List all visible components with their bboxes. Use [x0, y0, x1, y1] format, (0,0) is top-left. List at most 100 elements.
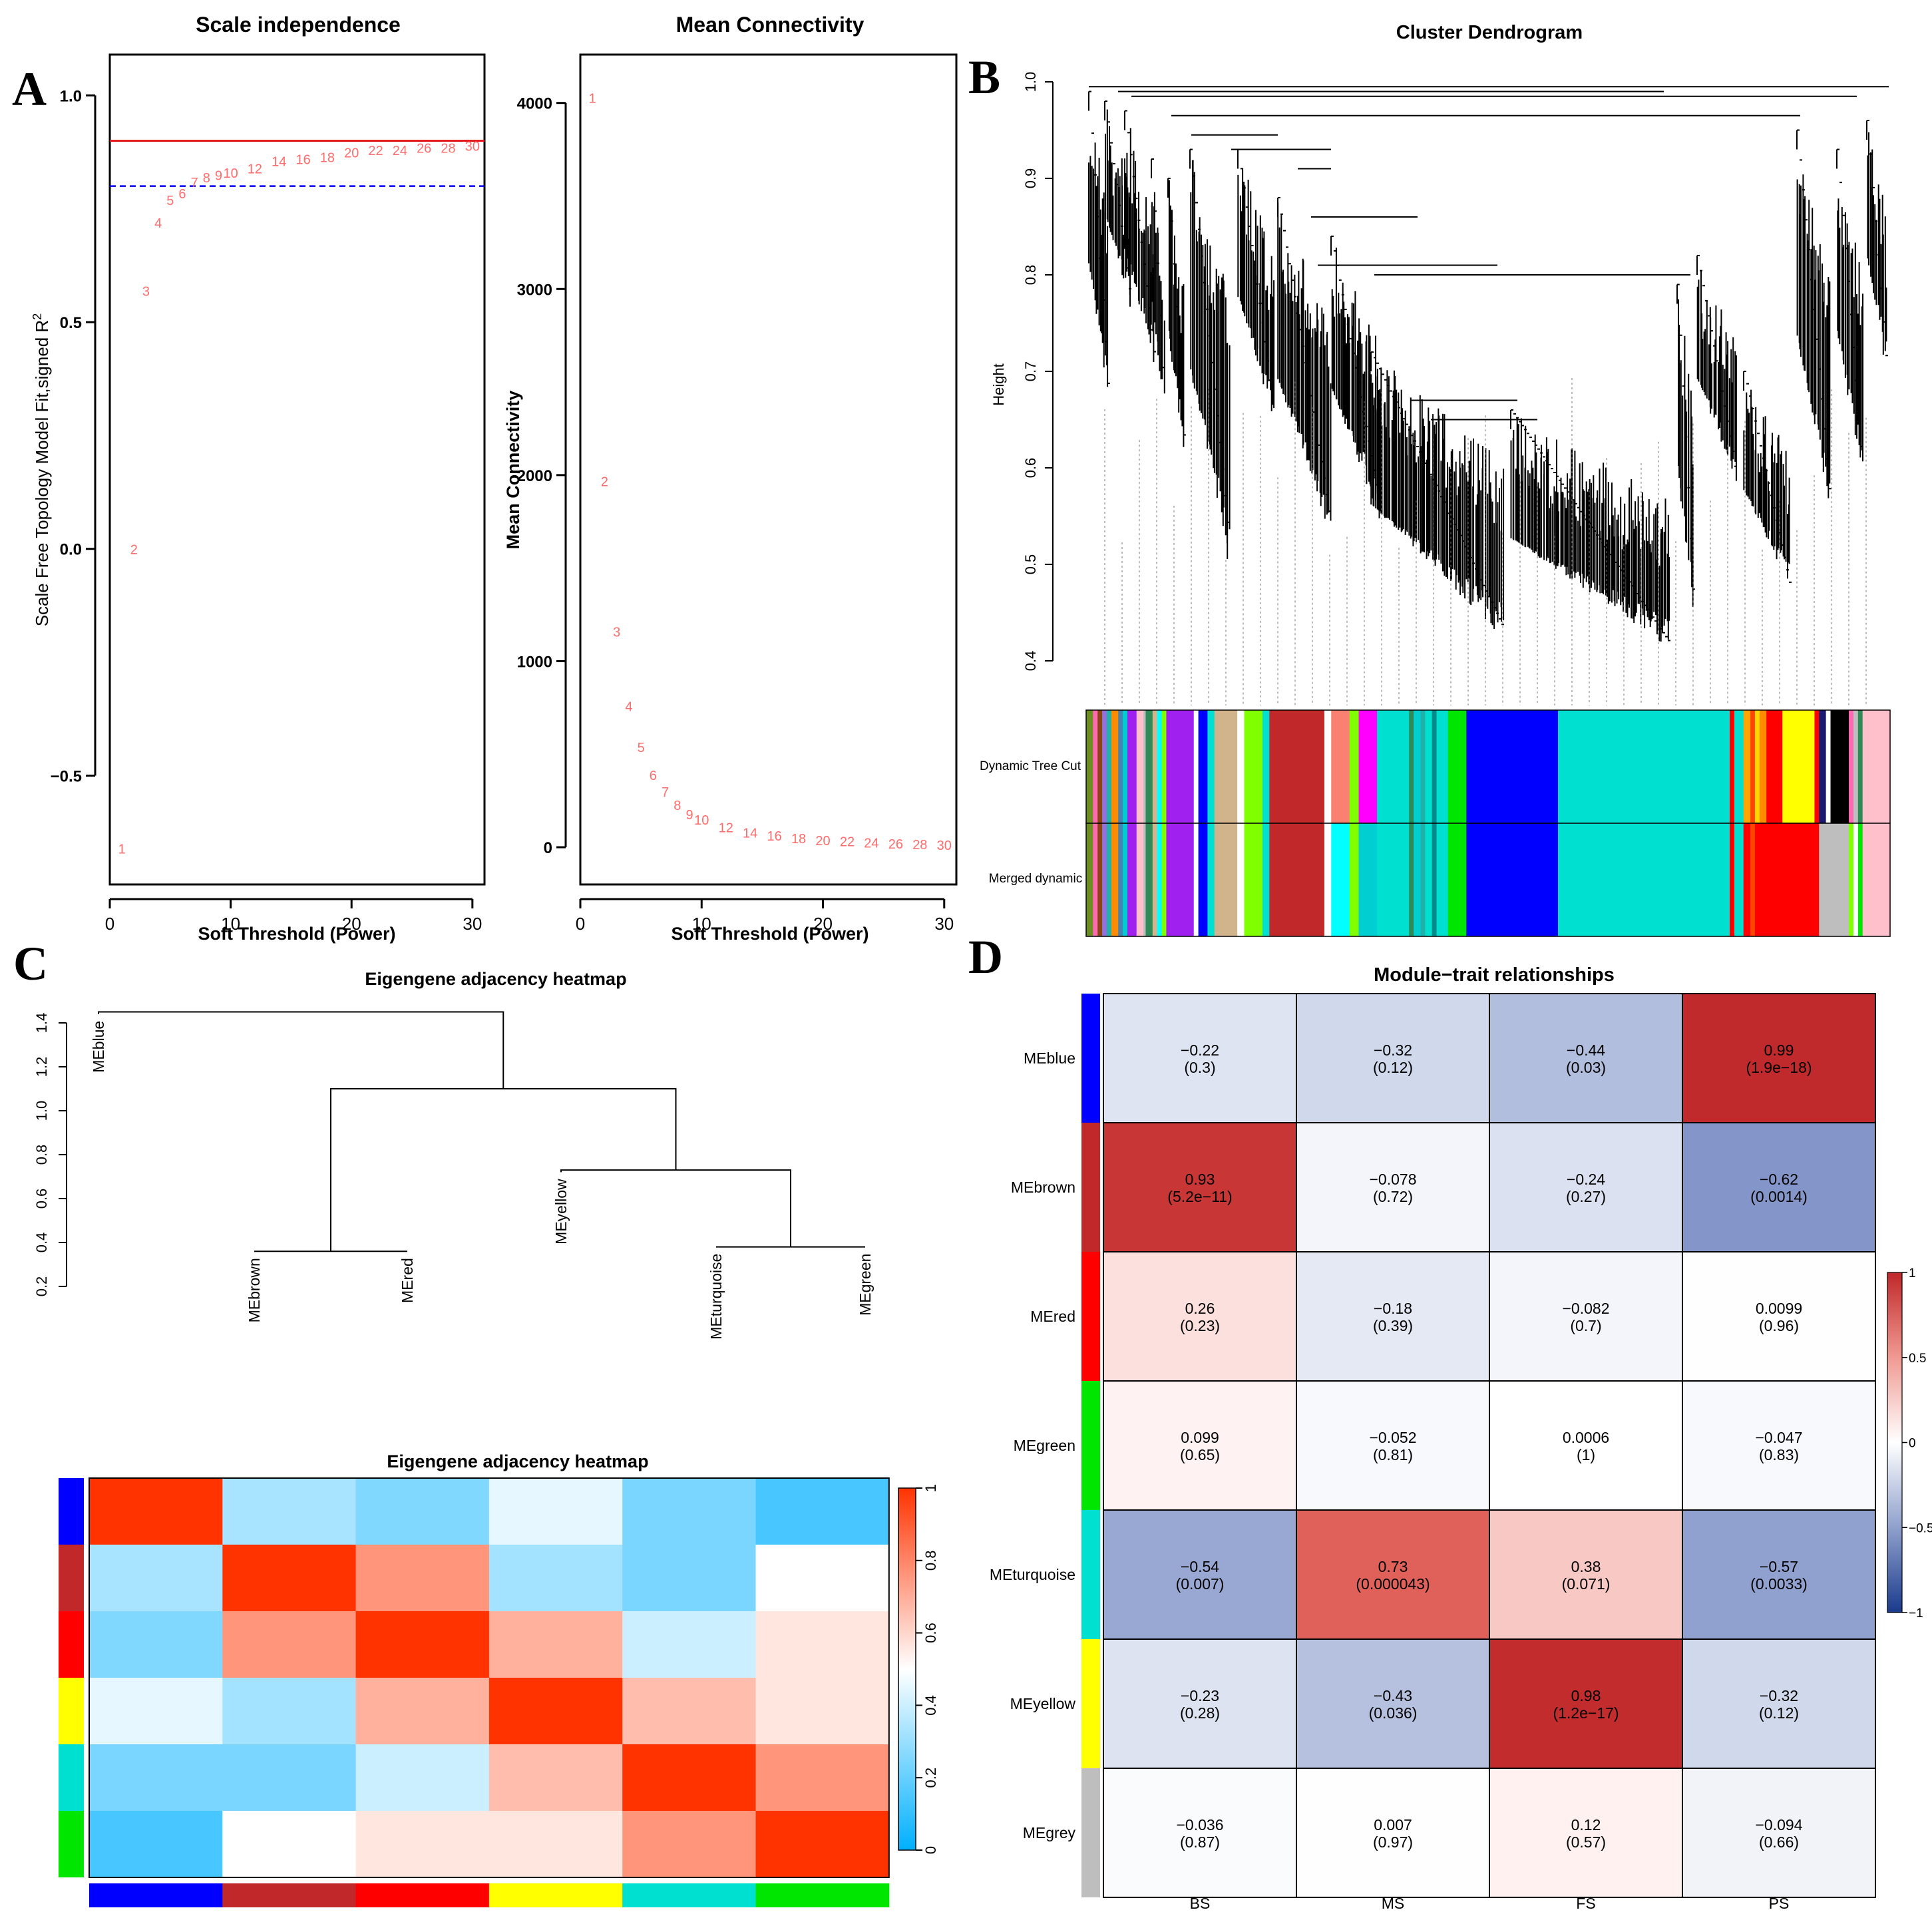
- adjacency-cell-5-6: [755, 1744, 890, 1812]
- point-label-12: 12: [719, 821, 733, 835]
- dynamic-tree-cut-band-segment: [1198, 710, 1209, 823]
- scale-independence-ylabel: Scale Free Topology Model Fit,signed R2: [31, 313, 52, 627]
- colorbar-tick-label: 0.4: [922, 1695, 939, 1716]
- trait-cell-3-2: [1296, 1251, 1490, 1382]
- dendrogram-branch-6: [1190, 148, 1231, 559]
- y-tick-label: 0.4: [33, 1233, 50, 1253]
- trait-pvalue-5-4: (0.0033): [1750, 1575, 1808, 1593]
- trait-value-1-3: −0.44: [1567, 1042, 1605, 1059]
- cluster-dendrogram-chart: Cluster Dendrogram Height 0.40.50.60.70.…: [980, 22, 1891, 937]
- merged-dynamic-band-segment: [1237, 823, 1245, 936]
- row-color-MEturquoise: [1081, 1510, 1100, 1639]
- point-label-3: 3: [613, 626, 620, 640]
- trait-value-2-1: 0.93: [1185, 1171, 1215, 1188]
- merged-dynamic-band-segment: [1324, 823, 1332, 936]
- leaf-label-MEyellow: MEyellow: [552, 1179, 570, 1244]
- trait-pvalue-2-2: (0.72): [1373, 1188, 1413, 1205]
- trait-cell-4-4: [1682, 1380, 1876, 1511]
- adjacency-cell-6-5: [622, 1811, 756, 1878]
- trait-pvalue-3-2: (0.39): [1373, 1317, 1413, 1334]
- trait-value-5-2: 0.73: [1378, 1558, 1408, 1575]
- dynamic-tree-cut-band-segment: [1377, 710, 1410, 823]
- trait-value-3-2: −0.18: [1374, 1300, 1412, 1317]
- y-tick-label: 1.0: [60, 87, 82, 105]
- leaf-label-MEturquoise: MEturquoise: [707, 1254, 725, 1340]
- trait-pvalue-1-1: (0.3): [1184, 1059, 1215, 1076]
- dynamic-tree-cut-band-segment: [1814, 710, 1820, 823]
- adjacency-cell-2-1: [89, 1545, 223, 1612]
- point-label-30: 30: [937, 839, 952, 853]
- trait-cell-5-4: [1682, 1509, 1876, 1640]
- colorbar-tick-label: 0.5: [1909, 1352, 1926, 1366]
- panel-letter-a: A: [12, 63, 47, 116]
- dynamic-tree-cut-label: Dynamic Tree Cut: [980, 759, 1081, 773]
- dynamic-tree-cut-band-segment: [1331, 710, 1350, 823]
- y-tick-label: 0.4: [1022, 651, 1039, 671]
- dynamic-tree-cut-band-segment: [1136, 710, 1144, 823]
- merged-dynamic-band-segment: [1826, 823, 1832, 936]
- y-tick-label: 1.0: [33, 1101, 50, 1121]
- module-side-turquoise: [59, 1744, 84, 1811]
- merged-dynamic-band-segment: [1093, 823, 1098, 936]
- module-side-red: [59, 1611, 84, 1678]
- trait-pvalue-5-3: (0.071): [1562, 1575, 1611, 1593]
- trait-cell-5-3: [1489, 1509, 1683, 1640]
- trait-value-1-4: 0.99: [1764, 1042, 1794, 1059]
- cluster-dendrogram-title: Cluster Dendrogram: [1396, 22, 1583, 43]
- x-tick-label: 0: [105, 914, 114, 934]
- trait-value-7-1: −0.036: [1177, 1816, 1224, 1833]
- point-label-22: 22: [368, 144, 383, 158]
- dynamic-tree-cut-band-segment: [1754, 710, 1760, 823]
- point-label-4: 4: [154, 216, 162, 231]
- colorbar-tick-label: −1: [1909, 1607, 1923, 1621]
- mean-connectivity-axes: 0 10 20 30 0 1000 2000 3000 4000: [517, 95, 954, 934]
- row-color-MEgreen: [1081, 1381, 1100, 1510]
- y-tick-label: 0.0: [60, 541, 82, 559]
- merged-dynamic-band-segment: [1743, 823, 1751, 936]
- merged-dynamic-band-segment: [1814, 823, 1820, 936]
- x-tick-label: 20: [342, 914, 361, 934]
- y-tick-label: 4000: [517, 95, 552, 113]
- trait-cell-5-1: [1103, 1509, 1297, 1640]
- dynamic-tree-cut-band-segment: [1118, 710, 1123, 823]
- y-tick-label: −0.5: [51, 767, 82, 785]
- dynamic-tree-cut-band-segment: [1106, 710, 1112, 823]
- x-tick-label: 30: [463, 914, 482, 934]
- adjacency-cell-3-5: [622, 1611, 756, 1678]
- dynamic-tree-cut-band-segment: [1819, 710, 1827, 823]
- merged-dynamic-band-segment: [1414, 823, 1422, 936]
- y-tick-label: 0.9: [1022, 168, 1039, 189]
- merged-dynamic-band-segment: [1782, 823, 1816, 936]
- dendrogram-branch-16: [1837, 148, 1863, 462]
- row-label-MEturquoise: MEturquoise: [990, 1566, 1075, 1583]
- dynamic-tree-cut-band-segment: [1857, 710, 1863, 823]
- adjacency-cell-1-4: [488, 1478, 623, 1545]
- dynamic-tree-cut-band-segment: [1152, 710, 1158, 823]
- mean-connectivity-xlabel: Soft Threshold (Power): [672, 924, 869, 944]
- dynamic-tree-cut-band-segment: [1750, 710, 1756, 823]
- merged-dynamic-band-segment: [1111, 823, 1119, 936]
- dynamic-tree-cut-band-segment: [1349, 710, 1360, 823]
- merged-dynamic-band-segment: [1425, 823, 1433, 936]
- adjacency-cell-3-1: [89, 1611, 223, 1678]
- trait-cell-7-3: [1489, 1768, 1683, 1898]
- dynamic-tree-cut-band-segment: [1214, 710, 1238, 823]
- point-label-18: 18: [791, 832, 806, 847]
- row-label-MEyellow: MEyellow: [1010, 1695, 1076, 1712]
- trait-value-2-2: −0.078: [1370, 1171, 1417, 1188]
- trait-pvalue-4-2: (0.81): [1373, 1446, 1413, 1463]
- point-label-9: 9: [215, 169, 222, 184]
- row-label-MEbrown: MEbrown: [1011, 1179, 1075, 1196]
- scale-independence-title: Scale independence: [196, 13, 401, 37]
- merged-dynamic-band-segment: [1734, 823, 1744, 936]
- adjacency-cell-6-1: [89, 1811, 223, 1878]
- trait-value-2-4: −0.62: [1760, 1171, 1798, 1188]
- module-trait-row-labels: MEblue MEbrown MEred MEgreen MEturquoise MEye…: [990, 1050, 1076, 1841]
- merged-dynamic-band-segment: [1849, 823, 1854, 936]
- adjacency-cell-6-4: [488, 1811, 623, 1878]
- merged-dynamic-label: Merged dynamic: [989, 872, 1082, 886]
- scale-independence-plot-frame: [108, 53, 486, 886]
- merged-dynamic-band-segment: [1086, 823, 1093, 936]
